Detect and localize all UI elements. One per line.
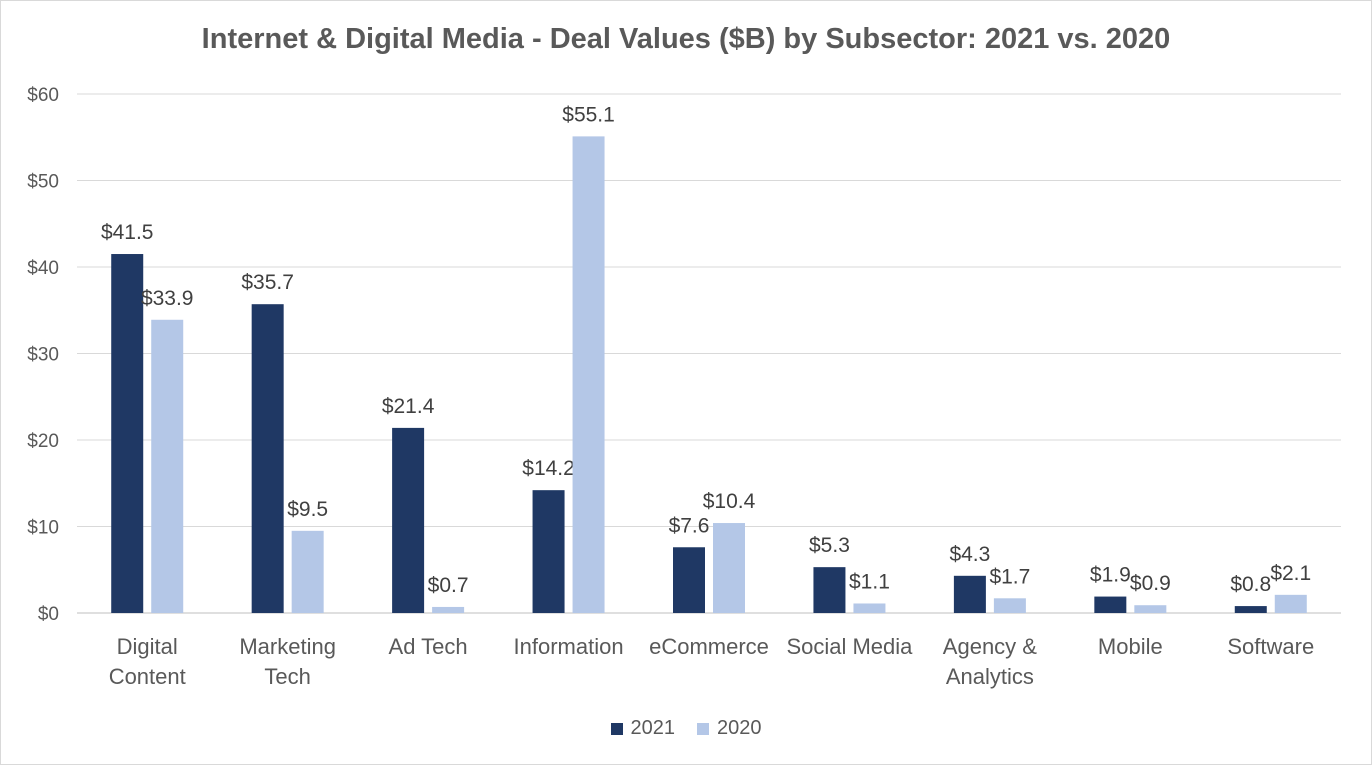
bar-2020-3	[572, 136, 605, 613]
data-label-2021-8: $0.8	[1230, 573, 1271, 596]
x-tick-label: Marketing	[239, 634, 336, 659]
data-label-2020-8: $2.1	[1270, 562, 1311, 585]
chart-title: Internet & Digital Media - Deal Values (…	[201, 23, 1171, 55]
y-tick-label: $60	[27, 85, 59, 106]
data-label-2021-6: $4.3	[949, 543, 990, 566]
data-label-2020-5: $1.1	[849, 570, 890, 593]
data-label-2021-5: $5.3	[809, 534, 850, 557]
legend-swatch-2021	[610, 722, 623, 735]
y-tick-label: $20	[27, 431, 59, 452]
x-tick-label: Digital	[117, 634, 178, 659]
bar-2021-1	[251, 304, 284, 613]
bar-2021-5	[813, 567, 846, 613]
bar-2020-1	[291, 530, 324, 613]
x-tick-label: Information	[514, 634, 624, 659]
x-tick-label: Mobile	[1098, 634, 1163, 659]
bar-2020-7	[1134, 605, 1167, 613]
bar-2020-5	[853, 603, 886, 613]
data-label-2020-1: $9.5	[287, 498, 328, 521]
data-label-2020-7: $0.9	[1130, 572, 1171, 595]
data-label-2021-4: $7.6	[669, 514, 710, 537]
data-label-2021-7: $1.9	[1090, 564, 1131, 587]
bar-2021-7	[1094, 596, 1127, 613]
bar-2020-2	[432, 606, 465, 613]
legend-item-2020: 2020	[697, 717, 762, 740]
bar-2020-8	[1274, 594, 1307, 613]
x-tick-label: Analytics	[946, 664, 1034, 689]
legend-swatch-2020	[697, 722, 709, 735]
bar-2021-3	[532, 490, 565, 613]
bar-2020-4	[713, 523, 745, 613]
data-label-2020-6: $1.7	[989, 565, 1030, 588]
bar-2021-6	[953, 575, 986, 613]
legend: 2021 2020	[1, 717, 1371, 740]
data-label-2021-0: $41.5	[101, 221, 154, 244]
bar-2021-2	[392, 427, 425, 613]
data-label-2020-3: $55.1	[562, 103, 615, 126]
data-label-2020-4: $10.4	[703, 490, 756, 513]
data-label-2021-1: $35.7	[241, 271, 294, 294]
x-tick-label: Tech	[264, 664, 310, 689]
x-tick-label: Content	[109, 664, 186, 689]
bar-2021-4	[673, 547, 705, 613]
data-label-2020-2: $0.7	[428, 574, 469, 597]
x-tick-label: Ad Tech	[389, 634, 468, 659]
legend-item-2021: 2021	[610, 717, 676, 740]
y-tick-label: $10	[27, 518, 59, 539]
x-tick-label: Social Media	[786, 634, 913, 659]
data-label-2021-3: $14.2	[522, 457, 575, 480]
x-tick-label: Agency &	[943, 634, 1037, 659]
y-tick-label: $40	[27, 258, 59, 279]
legend-label-2021: 2021	[630, 717, 676, 739]
legend-label-2020: 2020	[717, 717, 762, 739]
bar-2020-0	[151, 319, 184, 613]
data-label-2020-0: $33.9	[141, 287, 194, 310]
x-tick-label: eCommerce	[649, 634, 769, 659]
y-tick-label: $50	[27, 172, 59, 193]
y-tick-label: $0	[38, 604, 59, 625]
x-tick-label: Software	[1227, 634, 1314, 659]
y-tick-label: $30	[27, 345, 59, 366]
bar-2020-6	[993, 598, 1026, 613]
bar-2021-8	[1234, 606, 1267, 613]
data-label-2021-2: $21.4	[382, 395, 435, 418]
bar-2021-0	[111, 254, 144, 613]
